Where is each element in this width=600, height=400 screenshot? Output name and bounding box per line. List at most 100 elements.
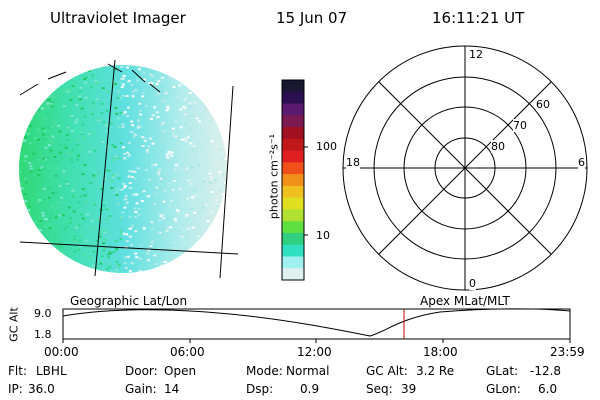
uv-speckle [138,109,142,112]
mlt-label-0: 0 [469,277,476,290]
filter-label: Flt: [8,364,27,378]
uv-speckle [156,116,160,119]
colorbar-segment [282,209,304,222]
uv-speckle [193,195,197,198]
uv-speckle [210,176,214,179]
uv-speckle [173,219,177,222]
uv-speckle [75,158,79,161]
uv-speckle [190,166,194,169]
uv-speckle [119,96,123,99]
uv-speckle [166,105,170,108]
glat-value: -12.8 [530,364,562,378]
uv-speckle [54,167,58,170]
uv-speckle [98,235,102,238]
uv-speckle [137,207,141,210]
uv-speckle [110,186,114,189]
uv-speckle [125,202,129,205]
uv-speckle [76,144,80,146]
uv-speckle [162,217,166,220]
uv-speckle [144,168,148,171]
uv-speckle [204,203,208,206]
orbit-right-title: Apex MLat/MLT [420,294,510,308]
colorbar-segment [282,174,304,187]
uv-speckle [202,180,206,183]
uv-speckle [128,215,132,218]
uv-speckle [131,90,135,93]
uv-speckle [119,232,123,235]
door-label: Door: [125,364,158,378]
uv-speckle [46,237,50,240]
uv-speckle [102,121,106,124]
uv-speckle [166,107,170,110]
uv-speckle [102,204,106,207]
mlt-label-12: 12 [469,48,483,61]
uv-speckle [27,132,30,135]
uv-speckle [74,240,78,242]
uv-speckle [121,94,125,97]
colorbar-segment [282,127,304,140]
uv-speckle [161,121,165,124]
uv-speckle [129,130,133,133]
uv-speckle [130,176,134,178]
uv-speckle [200,235,204,237]
orbit-y-tick-low: 1.8 [34,328,52,341]
uv-speckle [119,229,123,232]
uv-speckle [176,165,180,168]
uv-speckle [156,92,160,95]
uv-speckle [193,190,197,193]
uv-speckle [125,201,129,204]
uv-speckle [172,85,176,88]
uv-speckle [60,196,63,199]
uv-speckle [224,181,227,184]
uv-speckle [78,98,82,101]
mode-label: Mode: [246,364,283,378]
uv-speckle [84,76,88,79]
uv-speckle [92,105,96,108]
uv-speckle [54,232,57,235]
uv-speckle [165,153,169,156]
uv-speckle [121,211,125,214]
uv-speckle [36,200,40,203]
uv-speckle [88,69,92,72]
uv-speckle [143,137,147,140]
uv-speckle [28,125,32,128]
uv-speckle [113,157,117,160]
uv-speckle [46,102,49,105]
uv-speckle [130,244,133,247]
uv-speckle [47,223,51,226]
uv-speckle [134,134,137,136]
uv-speckle [109,122,113,125]
glon-label: GLon: [486,382,521,396]
uv-speckle [119,237,123,240]
uv-speckle [173,167,177,170]
uv-speckle [39,229,42,232]
uv-speckle [134,89,138,92]
uv-speckle [111,176,115,179]
uv-speckle [55,161,59,163]
uv-speckle [191,226,195,229]
colorbar-segment [282,244,304,257]
uv-speckle [87,132,91,135]
colorbar-segment [282,91,304,105]
uv-speckle [58,185,62,188]
uv-speckle [215,145,218,148]
uv-speckle [114,248,118,251]
uv-speckle [42,157,46,160]
uv-speckle [149,137,152,140]
uv-speckle [47,98,51,101]
uv-speckle [81,123,85,126]
uv-speckle [120,78,124,81]
uv-speckle [67,116,71,119]
uv-speckle [45,133,49,135]
uv-speckle [58,130,62,133]
uv-speckle [176,210,180,213]
uv-speckle [37,158,41,161]
uv-speckle [145,104,148,107]
uv-speckle [117,265,121,268]
uv-speckle [37,188,41,191]
uv-speckle [72,210,76,213]
uv-speckle [49,102,53,105]
uv-speckle [138,270,142,272]
uv-speckle [164,260,167,263]
